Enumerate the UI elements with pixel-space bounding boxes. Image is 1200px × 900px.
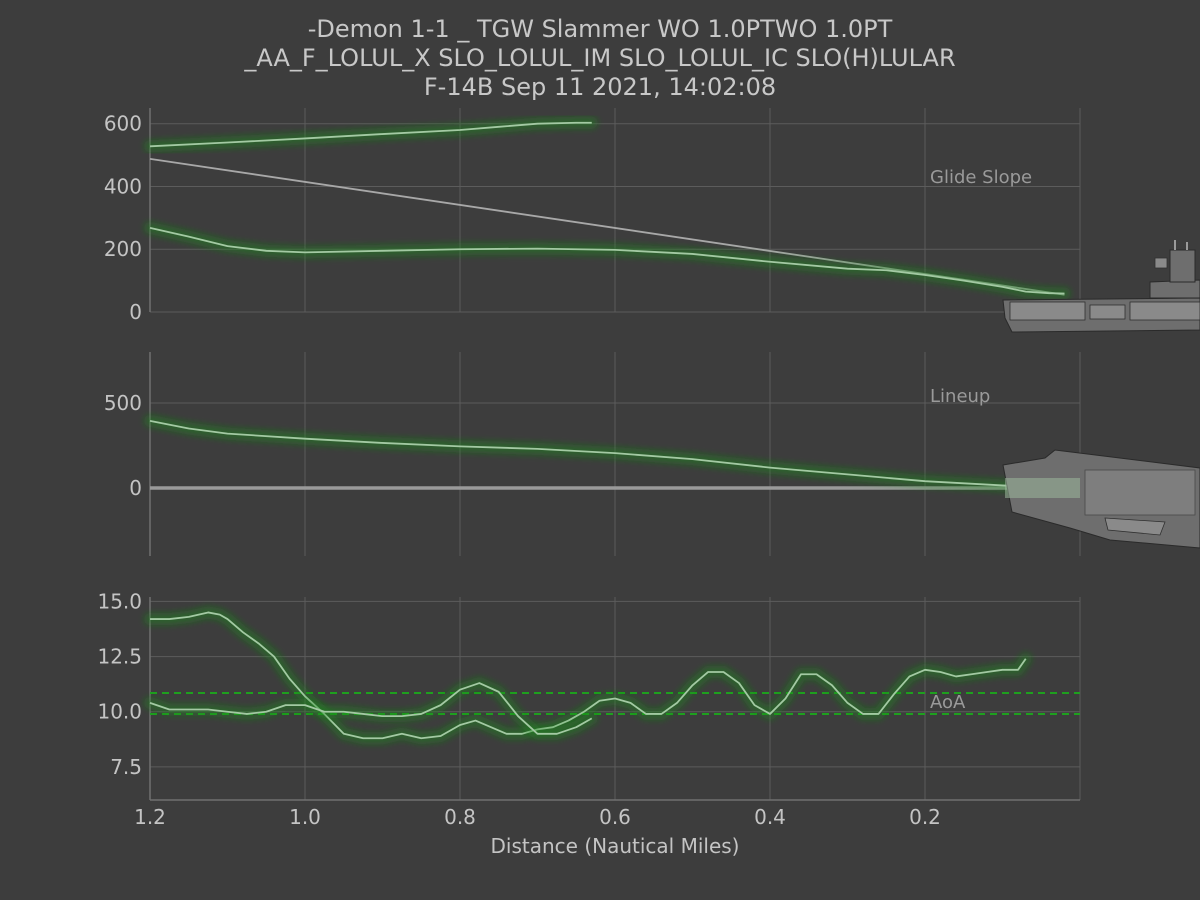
y-tick-label: 0 [129, 476, 142, 500]
series-line [149, 419, 1065, 489]
y-tick-label: 200 [104, 237, 142, 261]
x-axis-label: Distance (Nautical Miles) [491, 834, 740, 858]
y-tick-label: 10.0 [97, 700, 142, 724]
y-tick-label: 15.0 [97, 589, 142, 613]
y-tick-label: 500 [104, 391, 142, 415]
y-tick-label: 12.5 [97, 645, 142, 669]
series-glow [144, 221, 1071, 300]
y-tick-label: 7.5 [110, 755, 142, 779]
series-line [149, 682, 593, 735]
x-tick-label: 0.2 [909, 805, 941, 829]
carrier-top-icon [1002, 449, 1200, 549]
x-tick-label: 0.4 [754, 805, 786, 829]
x-tick-label: 0.6 [599, 805, 631, 829]
chart-title-line1: -Demon 1-1 _ TGW Slammer WO 1.0PTWO 1.0P… [308, 15, 893, 43]
y-tick-label: 0 [129, 300, 142, 324]
series-glow [144, 677, 598, 740]
x-tick-label: 0.8 [444, 805, 476, 829]
chart-title-line2: _AA_F_LOLUL_X SLO_LOLUL_IM SLO_LOLUL_IC … [243, 44, 955, 72]
lineup-panel: 0 500 Lineup [104, 352, 1081, 556]
aoa-panel: 7.5 10.0 12.5 15.0 AoA [97, 589, 1081, 801]
x-axis: 1.2 1.0 0.8 0.6 0.4 0.2 [134, 805, 941, 829]
x-tick-label: 1.2 [134, 805, 166, 829]
y-tick-label: 600 [104, 112, 142, 136]
y-tick-label: 400 [104, 174, 142, 198]
series-line [150, 611, 1027, 740]
x-tick-label: 1.0 [289, 805, 321, 829]
panel-label: Glide Slope [930, 167, 1032, 188]
carrier-side-icon [1002, 240, 1200, 333]
series-line [149, 121, 592, 148]
series-glow [144, 414, 1071, 494]
series-line [149, 227, 1065, 295]
panel-label: AoA [930, 692, 966, 713]
panel-label: Lineup [930, 386, 990, 407]
chart-title-line3: F-14B Sep 11 2021, 14:02:08 [424, 73, 776, 101]
glide-slope-panel: 0 200 400 600 Glide Slope [104, 108, 1081, 324]
